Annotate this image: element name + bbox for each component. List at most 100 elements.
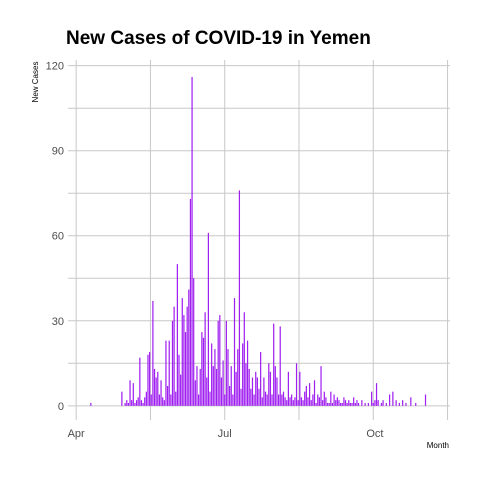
bar	[194, 380, 196, 406]
bar	[211, 343, 213, 406]
bar	[354, 402, 356, 406]
bar	[202, 337, 205, 406]
bar	[233, 298, 236, 406]
bar	[307, 397, 309, 406]
bar	[405, 402, 407, 406]
bar	[129, 380, 131, 406]
x-tick-label: Jul	[218, 428, 232, 440]
y-tick-label: 30	[52, 316, 64, 328]
bar	[266, 394, 268, 406]
bar	[256, 377, 258, 406]
bar	[286, 400, 288, 406]
bar	[206, 377, 208, 406]
bar	[150, 394, 152, 406]
bar	[193, 278, 195, 406]
bar	[163, 400, 165, 406]
bar	[162, 397, 164, 406]
bar	[245, 363, 247, 406]
bar	[171, 320, 174, 406]
bar	[318, 397, 321, 406]
bar	[382, 400, 384, 406]
bar	[268, 363, 270, 406]
bar	[374, 400, 376, 406]
bar	[144, 397, 146, 406]
y-axis-title: New Cases	[31, 62, 40, 103]
bar	[261, 397, 263, 406]
bar	[219, 315, 221, 406]
bar	[291, 394, 293, 406]
bar	[294, 397, 296, 406]
bar	[165, 340, 167, 406]
bar	[310, 400, 312, 406]
bar	[330, 391, 332, 406]
x-tick-label: Oct	[366, 428, 383, 440]
bar	[282, 391, 285, 406]
x-tick-label: Apr	[68, 428, 85, 440]
bar	[380, 402, 383, 406]
bar	[199, 368, 201, 406]
bar	[188, 289, 190, 406]
bar	[157, 371, 159, 406]
bar	[392, 391, 394, 406]
x-axis-title: Month	[427, 441, 449, 450]
bar	[372, 402, 374, 406]
bar	[224, 394, 226, 406]
bar	[217, 320, 219, 406]
bar	[160, 380, 162, 406]
x-axis-ticks: Apr Jul Oct	[68, 428, 384, 440]
bar	[312, 394, 314, 406]
bar	[343, 397, 345, 406]
bar	[326, 402, 329, 406]
bar	[260, 351, 262, 406]
bar	[297, 400, 299, 406]
bar	[276, 377, 278, 406]
bar	[237, 349, 239, 406]
bar	[139, 357, 141, 406]
bar	[168, 340, 170, 406]
bar	[204, 312, 206, 406]
bar	[197, 394, 200, 406]
bar	[225, 320, 227, 406]
bar	[145, 391, 147, 406]
bar	[300, 397, 303, 406]
bar	[135, 400, 138, 406]
chart-title: New Cases of COVID-19 in Yemen	[66, 28, 371, 49]
bar	[222, 360, 224, 406]
bar	[250, 388, 252, 406]
bar	[142, 402, 144, 406]
y-tick-label: 90	[52, 146, 64, 158]
bar	[137, 397, 139, 406]
bar	[402, 400, 404, 406]
bar	[155, 377, 157, 406]
bar	[191, 77, 193, 406]
bar	[333, 394, 335, 406]
bar	[284, 397, 286, 406]
bar	[127, 402, 130, 406]
bar	[338, 400, 340, 406]
bar	[229, 385, 231, 406]
bar	[308, 383, 311, 406]
bar	[424, 394, 427, 406]
bar	[227, 349, 229, 406]
bar	[263, 377, 265, 406]
bar	[173, 306, 175, 406]
bar	[364, 402, 366, 406]
bar	[253, 394, 255, 406]
bar	[147, 354, 149, 406]
bar	[398, 402, 401, 406]
grid	[68, 60, 450, 420]
bar	[183, 315, 185, 406]
bar	[220, 377, 223, 406]
bar	[132, 383, 134, 406]
bar	[302, 400, 304, 406]
bar	[212, 366, 214, 406]
bar	[340, 402, 342, 406]
bar	[134, 402, 136, 406]
bar	[242, 343, 244, 406]
bar	[277, 394, 280, 406]
bar	[214, 349, 216, 406]
y-tick-label: 120	[46, 61, 64, 73]
bar	[371, 391, 373, 406]
bar	[186, 306, 188, 406]
bar	[264, 391, 267, 406]
